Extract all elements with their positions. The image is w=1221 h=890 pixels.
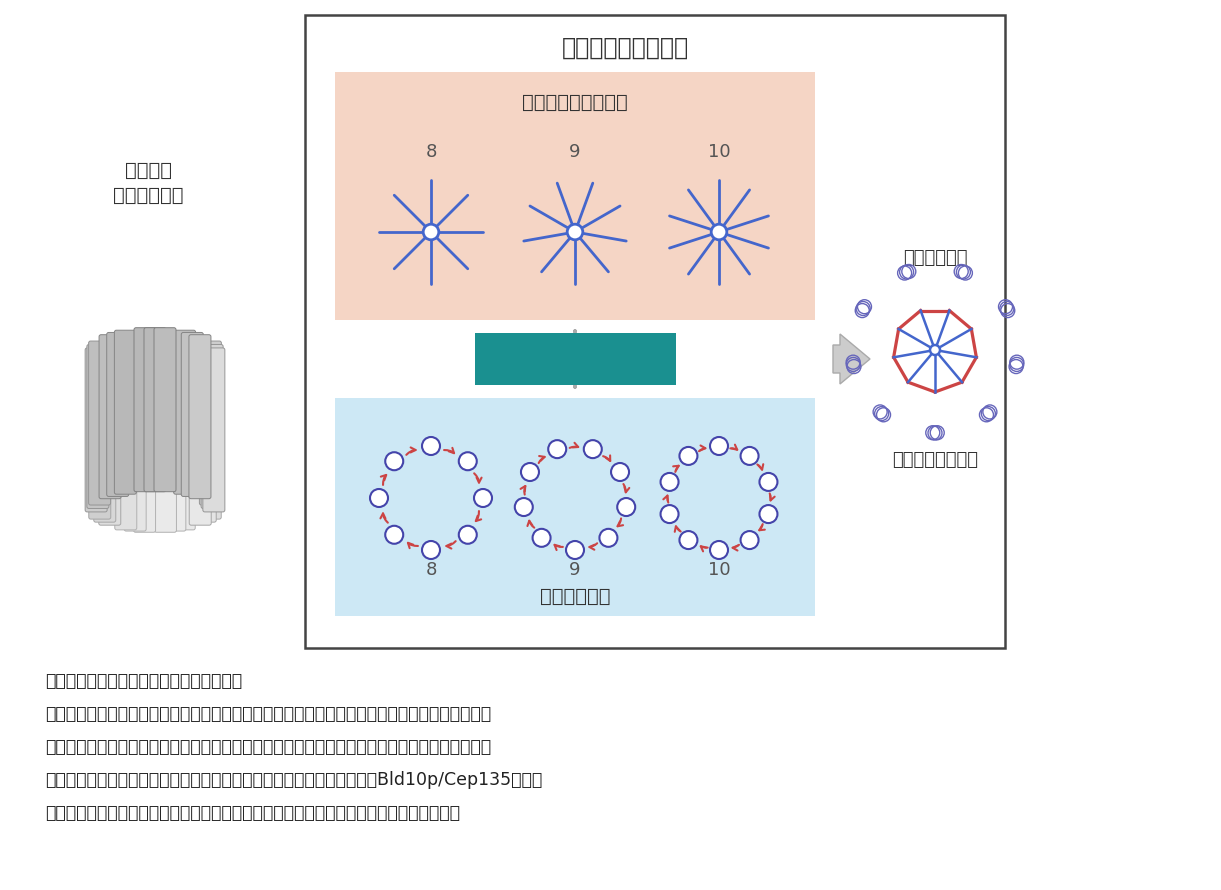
Circle shape (422, 437, 440, 455)
FancyBboxPatch shape (99, 361, 121, 525)
Circle shape (759, 505, 778, 523)
Circle shape (386, 452, 403, 470)
Circle shape (584, 441, 602, 458)
FancyBboxPatch shape (194, 358, 216, 522)
FancyBboxPatch shape (181, 333, 203, 497)
Text: 8: 8 (425, 561, 437, 579)
Circle shape (679, 531, 697, 549)
FancyBboxPatch shape (106, 333, 128, 497)
FancyBboxPatch shape (475, 333, 675, 385)
Circle shape (532, 529, 551, 546)
Circle shape (759, 473, 778, 491)
Circle shape (548, 441, 567, 458)
FancyBboxPatch shape (133, 368, 155, 532)
Text: 中心子の: 中心子の (125, 160, 171, 180)
Circle shape (709, 437, 728, 455)
Circle shape (610, 463, 629, 481)
FancyBboxPatch shape (173, 366, 195, 530)
FancyBboxPatch shape (154, 368, 177, 532)
FancyBboxPatch shape (85, 348, 107, 512)
Text: 動的相互作用モデル: 動的相互作用モデル (562, 36, 689, 60)
Circle shape (474, 489, 492, 507)
FancyBboxPatch shape (94, 358, 116, 522)
FancyBboxPatch shape (199, 341, 221, 505)
Text: 9: 9 (569, 143, 581, 161)
FancyBboxPatch shape (189, 361, 211, 525)
FancyBboxPatch shape (89, 341, 111, 505)
FancyBboxPatch shape (154, 328, 176, 491)
FancyBboxPatch shape (173, 330, 195, 494)
Circle shape (521, 463, 538, 481)
FancyBboxPatch shape (134, 328, 156, 491)
Circle shape (600, 529, 618, 546)
Text: 管の間を架橋する（赤色）ことで微小管数を「９」前後にしていることがわかりました．: 管の間を架橋する（赤色）ことで微小管数を「９」前後にしていることがわかりました． (45, 804, 460, 822)
Circle shape (617, 498, 635, 516)
Text: 8: 8 (425, 143, 437, 161)
FancyBboxPatch shape (144, 328, 166, 491)
Text: 動的相互作用: 動的相互作用 (537, 349, 613, 369)
FancyBboxPatch shape (164, 367, 186, 531)
FancyBboxPatch shape (201, 344, 223, 508)
FancyBboxPatch shape (203, 348, 225, 512)
Circle shape (568, 224, 582, 239)
FancyBboxPatch shape (87, 344, 109, 508)
Circle shape (679, 447, 697, 465)
FancyBboxPatch shape (115, 330, 137, 494)
Text: 10: 10 (708, 561, 730, 579)
Circle shape (930, 345, 940, 355)
Circle shape (459, 526, 476, 544)
FancyBboxPatch shape (89, 355, 111, 519)
Text: ９角柱構造の決定: ９角柱構造の決定 (893, 451, 978, 469)
FancyArrow shape (833, 334, 871, 384)
Text: ９角柱状構造: ９角柱状構造 (112, 185, 183, 205)
Circle shape (422, 541, 440, 559)
FancyBboxPatch shape (199, 355, 221, 519)
Circle shape (567, 541, 584, 559)
Text: カートホイール形成: カートホイール形成 (523, 93, 628, 111)
FancyBboxPatch shape (335, 72, 814, 320)
Text: るように集合し，それらの間の相互作用の結果，決定されます．今回，Bld10p/Cep135が微小: るように集合し，それらの間の相互作用の結果，決定されます．今回，Bld10p/C… (45, 771, 542, 789)
Circle shape (661, 473, 679, 491)
FancyBboxPatch shape (125, 367, 147, 531)
Circle shape (741, 447, 758, 465)
Text: 中心子の完成: 中心子の完成 (902, 249, 967, 267)
FancyBboxPatch shape (115, 366, 137, 530)
Circle shape (661, 505, 679, 523)
Text: 中心子は９本の短い特殊な微小管（トリプレット微小管）が円筒状に配置した９角柱状の構造．: 中心子は９本の短い特殊な微小管（トリプレット微小管）が円筒状に配置した９角柱状の… (45, 705, 491, 723)
Circle shape (386, 526, 403, 544)
FancyBboxPatch shape (335, 398, 814, 616)
Text: 9: 9 (569, 561, 581, 579)
FancyBboxPatch shape (99, 335, 121, 498)
FancyBboxPatch shape (189, 335, 211, 498)
Text: 中心子の９角柱構造と動的相互作用モデル: 中心子の９角柱構造と動的相互作用モデル (45, 672, 242, 690)
Circle shape (711, 224, 726, 239)
Circle shape (459, 452, 476, 470)
Circle shape (515, 498, 532, 516)
Circle shape (370, 489, 388, 507)
Circle shape (709, 541, 728, 559)
Text: 微小管の集合: 微小管の集合 (540, 587, 610, 605)
FancyBboxPatch shape (305, 15, 1005, 648)
Circle shape (741, 531, 758, 549)
Circle shape (424, 224, 438, 239)
Text: 10: 10 (708, 143, 730, 161)
Text: この形は，カートホイール（青色）という骨組み構造と微小管がそれぞれ独立に「９」前後にな: この形は，カートホイール（青色）という骨組み構造と微小管がそれぞれ独立に「９」前… (45, 738, 491, 756)
